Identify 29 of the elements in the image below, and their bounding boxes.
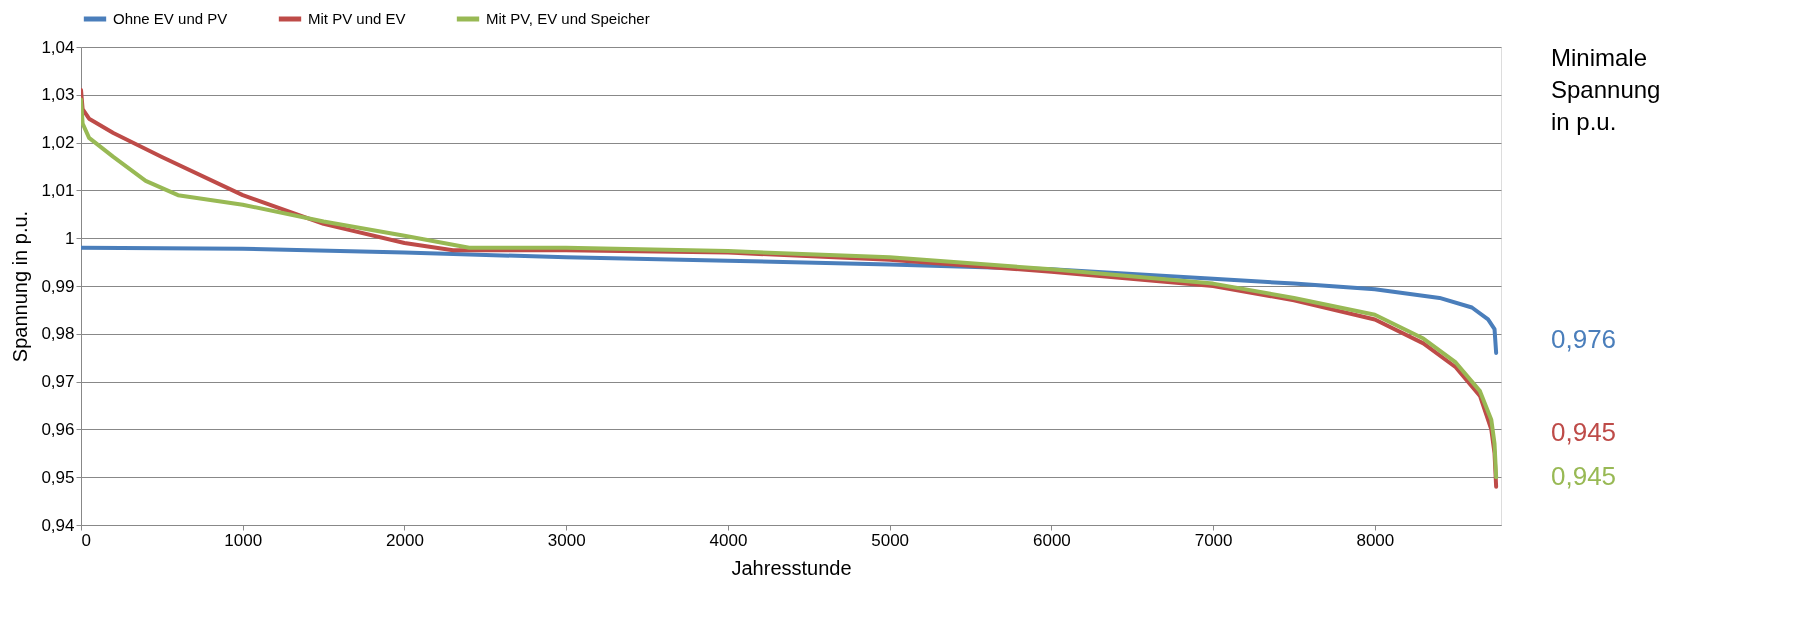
legend-label: Ohne EV und PV — [113, 10, 228, 27]
x-tick-label: 5000 — [871, 530, 910, 550]
y-tick-label: 1 — [65, 228, 75, 248]
x-tick-label: 0 — [81, 530, 91, 550]
text: Minimale Spannung in p.u. — [1551, 44, 1661, 135]
x-tick-label: 2000 — [386, 530, 424, 550]
y-tick-label: 1,02 — [41, 133, 75, 153]
text: 0,976 — [1551, 324, 1617, 354]
x-tick-label: 7000 — [1194, 530, 1233, 550]
x-tick-label: 8000 — [1356, 530, 1395, 550]
y-tick-label: 0,98 — [41, 324, 75, 344]
y-tick-label: 0,99 — [41, 276, 75, 296]
y-axis-title: Spannung in p.u. — [9, 210, 32, 363]
x-axis-title: Jahresstunde — [731, 556, 852, 579]
y-tick-label: 1,03 — [41, 85, 75, 105]
y-tick-label: 0,94 — [41, 515, 75, 535]
legend-label: Mit PV, EV und Speicher — [486, 10, 650, 27]
text: 0,945 — [1551, 461, 1617, 491]
x-tick-label: 6000 — [1032, 530, 1071, 550]
x-tick-label: 3000 — [547, 530, 586, 550]
y-tick-label: 1,04 — [41, 37, 75, 57]
y-tick-label: 1,01 — [41, 180, 75, 200]
y-tick-label: 0,97 — [41, 372, 75, 392]
legend-label: Mit PV und EV — [308, 10, 406, 27]
y-tick-label: 0,95 — [41, 467, 75, 487]
x-tick-label: 4000 — [709, 530, 748, 550]
y-tick-label: 0,96 — [41, 419, 75, 439]
text: 0,945 — [1551, 417, 1617, 447]
x-tick-label: 1000 — [224, 530, 263, 550]
